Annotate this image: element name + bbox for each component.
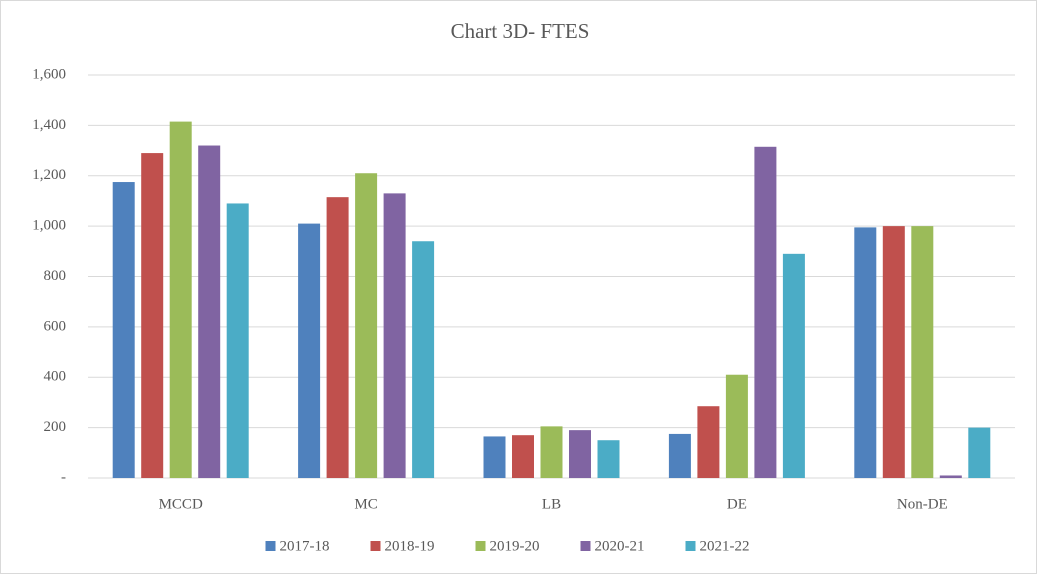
bar bbox=[198, 145, 221, 478]
x-tick-label: DE bbox=[727, 496, 747, 512]
y-tick-label: 1,000 bbox=[32, 218, 66, 234]
y-tick-label: - bbox=[61, 469, 66, 485]
bar bbox=[540, 426, 563, 478]
legend-swatch bbox=[685, 541, 696, 551]
legend-label: 2017-18 bbox=[280, 538, 330, 554]
chart-title: Chart 3D- FTES bbox=[451, 19, 590, 43]
bar bbox=[725, 374, 748, 478]
bar bbox=[412, 241, 435, 478]
legend-swatch bbox=[580, 541, 591, 551]
y-tick-label: 800 bbox=[44, 268, 67, 284]
bar bbox=[939, 475, 962, 478]
bar bbox=[226, 203, 249, 479]
bar bbox=[569, 430, 591, 478]
legend-label: 2018-19 bbox=[385, 538, 435, 554]
x-tick-label: LB bbox=[542, 496, 561, 512]
y-tick-label: 400 bbox=[44, 369, 67, 385]
bar bbox=[597, 440, 620, 478]
y-tick-label: 1,600 bbox=[32, 66, 66, 82]
bar bbox=[668, 433, 691, 478]
legend-swatch bbox=[370, 541, 381, 551]
x-tick-label: MC bbox=[354, 496, 377, 512]
legend-label: 2020-21 bbox=[595, 538, 645, 554]
bar bbox=[854, 227, 877, 478]
y-tick-label: 600 bbox=[44, 318, 67, 334]
y-tick-label: 1,200 bbox=[32, 167, 66, 183]
y-tick-label: 1,400 bbox=[32, 117, 66, 133]
bar bbox=[298, 223, 321, 478]
bar bbox=[968, 427, 991, 478]
bar bbox=[355, 173, 378, 478]
bar bbox=[754, 146, 777, 479]
bar bbox=[911, 226, 934, 478]
y-tick-label: 200 bbox=[44, 419, 67, 435]
x-tick-label: Non-DE bbox=[897, 496, 948, 512]
legend-swatch bbox=[265, 541, 276, 551]
bar bbox=[512, 435, 534, 478]
legend-label: 2021-22 bbox=[700, 538, 750, 554]
bar bbox=[782, 253, 805, 478]
bar bbox=[169, 121, 192, 479]
bar bbox=[697, 406, 720, 478]
bar bbox=[882, 226, 905, 478]
bar bbox=[383, 193, 406, 478]
bar bbox=[326, 197, 349, 479]
legend-swatch bbox=[475, 541, 486, 551]
legend-label: 2019-20 bbox=[490, 538, 540, 554]
bar bbox=[141, 153, 164, 479]
bar bbox=[112, 182, 135, 478]
x-tick-label: MCCD bbox=[159, 496, 203, 512]
bar bbox=[483, 436, 506, 478]
